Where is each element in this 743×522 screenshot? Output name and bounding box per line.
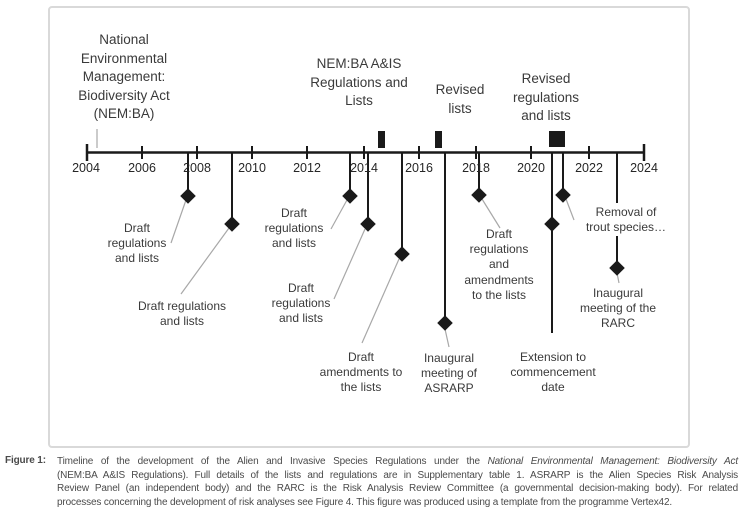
timeline-graphics [85,129,646,348]
event-label-rarc-meeting: Inaugural meeting of the RARC [579,286,657,331]
axis-year-2024: 2024 [630,161,658,175]
leader-2018 [481,198,501,229]
event-label-2015-amendments: Draft amendments to the lists [319,350,403,395]
diamond-2018 [471,187,487,203]
leader-lines [96,129,620,348]
diamond-asrarp [437,315,453,331]
diamond-trout [555,187,571,203]
diamond-rarc [609,260,625,276]
timeline-axis [85,144,646,161]
figure-caption: Figure 1: Timeline of the development of… [5,455,738,509]
caption-line-3: Review Panel (an independent body) and t… [57,483,738,494]
event-label-2009-draft: Draft regulations and lists [137,299,227,329]
diamond-extension [544,216,560,232]
event-label-asrarp-meeting: Inaugural meeting of ASRARP [420,351,478,396]
event-stems [187,153,618,333]
caption-line-1-text: Timeline of the development of the Alien… [57,456,488,467]
leader-2009 [180,227,230,295]
axis-year-2012: 2012 [293,161,321,175]
leader-2007 [170,199,187,244]
axis-year-2022: 2022 [575,161,603,175]
leader-2015 [361,258,400,344]
axis-year-2020: 2020 [517,161,545,175]
milestone-markers [378,131,565,148]
bar-revised-lists-2016 [435,131,442,148]
caption-tag: Figure 1: [5,455,46,466]
caption-body: Timeline of the development of the Alien… [57,455,738,509]
bar-regulations-2014 [378,131,385,148]
event-label-extension: Extension to commencement date [510,350,596,395]
axis-ticks [141,146,590,159]
milestone-label-nemba-act: National Environmental Management: Biodi… [78,32,170,121]
axis-year-2016: 2016 [405,161,433,175]
leader-trout [565,198,575,221]
diamond-2014 [360,216,376,232]
caption-line-1: Timeline of the development of the Alien… [57,455,738,469]
leader-asrarp [444,328,450,348]
event-label-2013-draft: Draft regulations and lists [264,206,324,251]
leader-2013 [330,199,348,230]
diamond-2007 [180,188,196,204]
leader-2014 [333,228,366,300]
diamond-2015 [394,246,410,262]
square-revised-2020 [549,131,565,147]
milestone-label-revised-regulations: Revised regulations and lists [512,71,580,123]
axis-year-2008: 2008 [183,161,211,175]
axis-year-2014: 2014 [350,161,378,175]
event-label-2007-draft: Draft regulations and lists [107,221,167,266]
caption-line-2: (NEM:BA A&IS Regulations). Full details … [57,469,738,481]
event-label-2014-draft: Draft regulations and lists [271,281,331,326]
event-label-trout-removal: Removal of trout species… [585,205,667,235]
axis-year-2004: 2004 [72,161,100,175]
diamond-2009 [224,216,240,232]
event-label-2018-draft-amendments: Draft regulations and amendments to the … [464,227,534,302]
axis-year-2006: 2006 [128,161,156,175]
milestone-label-revised-lists: Revised lists [435,82,485,116]
milestone-label-ais-regulations: NEM:BA A&IS Regulations and Lists [310,56,408,108]
diamond-2013 [342,188,358,204]
caption-line-4: processes concerning the development of … [57,496,673,508]
axis-year-2018: 2018 [462,161,490,175]
caption-line-1-italic: National Environmental Management: Biodi… [487,456,739,467]
axis-year-2010: 2010 [238,161,266,175]
